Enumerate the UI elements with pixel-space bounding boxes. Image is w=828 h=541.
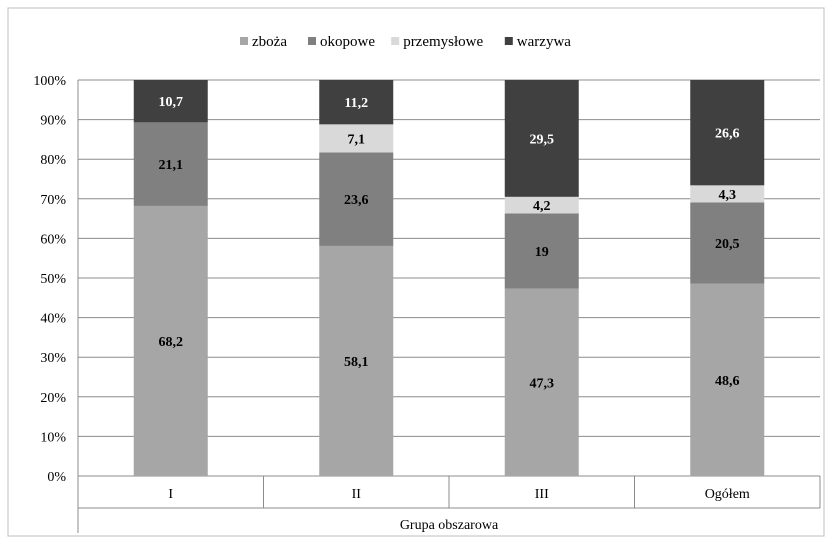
- y-tick-label: 80%: [40, 153, 66, 168]
- y-tick-label: 100%: [33, 74, 66, 89]
- legend-swatch: [240, 37, 248, 45]
- bar-segment: [133, 205, 208, 477]
- legend-label: warzywa: [517, 34, 571, 50]
- legend-swatch: [504, 37, 513, 45]
- data-label: 48,6: [715, 374, 740, 389]
- bar-segment: [504, 288, 579, 476]
- y-tick-label: 90%: [40, 114, 66, 129]
- x-tick-label: Ogółem: [705, 487, 750, 502]
- x-tick-label: I: [168, 487, 173, 502]
- data-label: 4,2: [533, 199, 551, 214]
- bar-segment: [319, 245, 394, 476]
- data-label: 58,1: [344, 355, 369, 370]
- x-tick-label: II: [352, 487, 362, 502]
- y-tick-label: 30%: [40, 351, 66, 366]
- y-tick-label: 0%: [47, 470, 66, 485]
- data-label: 4,3: [719, 188, 737, 203]
- data-label: 29,5: [530, 132, 555, 147]
- y-tick-label: 60%: [40, 232, 66, 247]
- legend-label: okopowe: [320, 34, 375, 50]
- y-tick-label: 40%: [40, 312, 66, 327]
- bar-segment: [690, 283, 765, 476]
- data-label: 11,2: [344, 96, 368, 111]
- data-label: 23,6: [344, 193, 369, 208]
- x-tick-label: III: [535, 487, 549, 502]
- bar-segment: [319, 80, 394, 125]
- x-axis-title: Grupa obszarowa: [400, 518, 499, 533]
- bar-segment: [504, 196, 579, 214]
- data-label: 20,5: [715, 237, 740, 252]
- bar-segment: [504, 80, 579, 197]
- legend-label: zboża: [252, 34, 287, 50]
- bar-segment: [690, 185, 765, 203]
- y-tick-label: 20%: [40, 391, 66, 406]
- data-label: 19: [535, 245, 549, 260]
- data-label: 26,6: [715, 127, 740, 142]
- legend-swatch: [308, 37, 316, 45]
- data-label: 7,1: [348, 132, 366, 147]
- data-label: 10,7: [159, 95, 184, 110]
- bar-segment: [319, 152, 394, 246]
- data-label: 68,2: [159, 335, 184, 350]
- bar-segment: [504, 213, 579, 289]
- legend-swatch: [391, 37, 400, 45]
- y-tick-label: 10%: [40, 430, 66, 445]
- data-label: 21,1: [159, 158, 184, 173]
- y-tick-label: 50%: [40, 272, 66, 287]
- data-label: 47,3: [530, 376, 555, 391]
- bar-segment: [133, 122, 208, 206]
- legend-label: przemysłowe: [403, 34, 483, 50]
- bar-segment: [690, 80, 765, 186]
- y-tick-label: 70%: [40, 193, 66, 208]
- bar-segment: [690, 202, 765, 284]
- bar-segment: [133, 80, 208, 123]
- bar-segment: [319, 124, 394, 153]
